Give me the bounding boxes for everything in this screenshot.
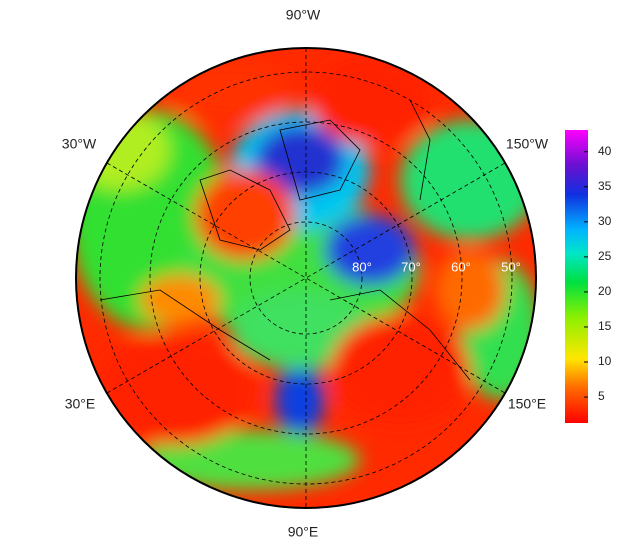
lat-label: 70° <box>401 259 421 274</box>
graticule <box>99 48 513 508</box>
lon-label: 150°W <box>506 136 549 152</box>
colorbar-tick-label: 35 <box>598 179 612 193</box>
coastlines <box>99 99 471 381</box>
lon-label: 90°W <box>286 7 321 23</box>
lon-label: 90°E <box>288 524 319 540</box>
lat-label: 60° <box>451 259 471 274</box>
colorbar-tick-label: 15 <box>598 319 612 333</box>
colorbar-tick-label: 25 <box>598 249 612 263</box>
colorbar <box>565 130 588 423</box>
colorbar-tick-label: 20 <box>598 284 612 298</box>
lat-label: 50° <box>501 259 521 274</box>
lat-label: 80° <box>352 259 372 274</box>
colorbar-tick-label: 30 <box>598 214 612 228</box>
colorbar-tick-label: 40 <box>598 144 612 158</box>
colorbar-tick-label: 5 <box>598 389 605 403</box>
lon-label: 30°E <box>65 396 96 412</box>
colorbar-tick-label: 10 <box>598 354 612 368</box>
lon-label: 150°E <box>508 396 546 412</box>
lon-label: 30°W <box>62 136 97 152</box>
map-field <box>76 48 536 508</box>
map-border <box>75 47 537 509</box>
